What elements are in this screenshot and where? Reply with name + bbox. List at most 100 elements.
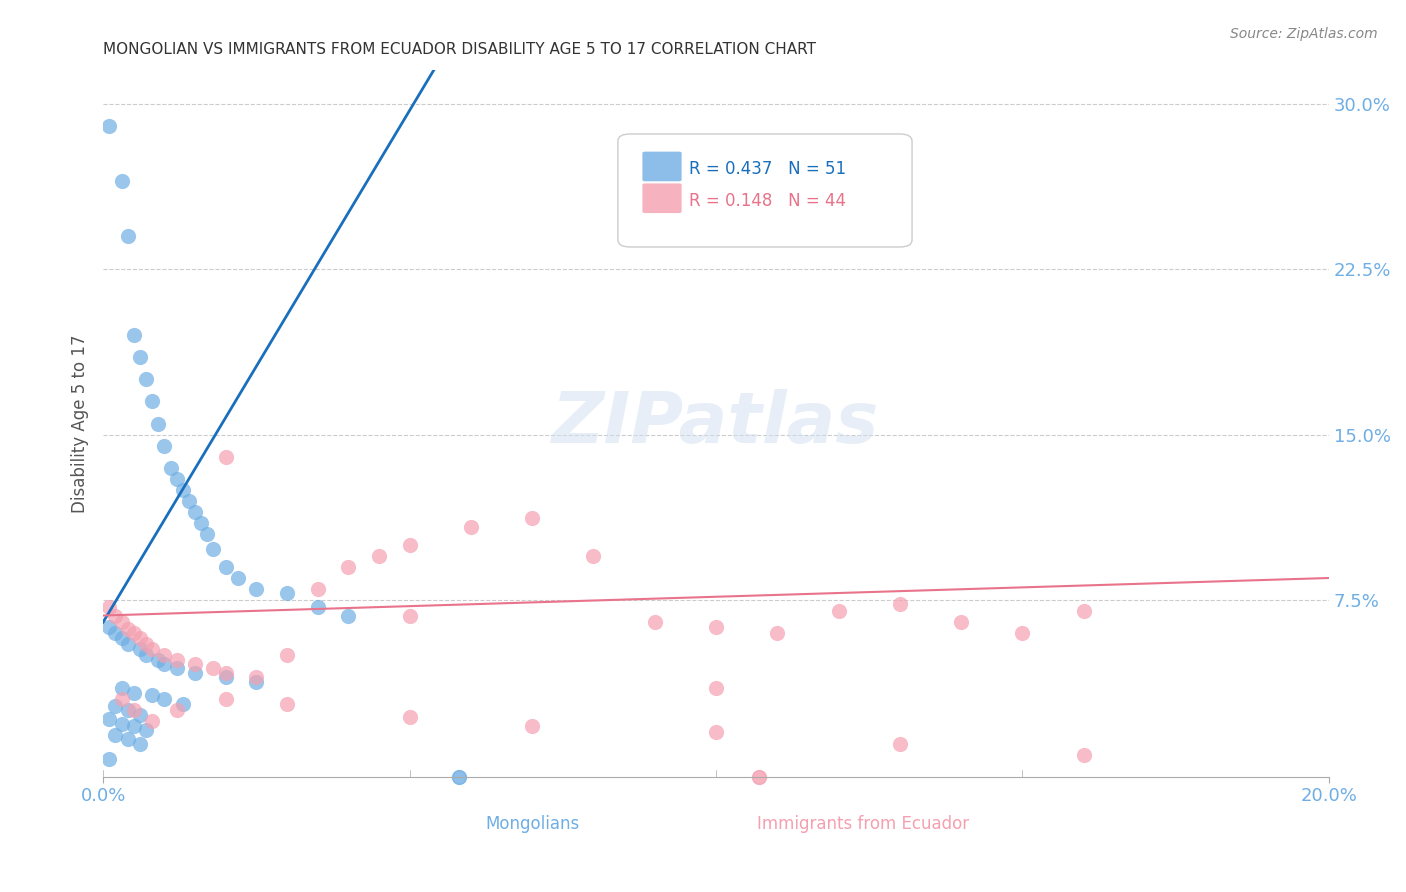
Point [582, 549, 605, 563]
Point [367, 549, 389, 563]
Point [644, 615, 666, 629]
Point [276, 697, 298, 711]
Point [215, 692, 238, 706]
Point [172, 697, 194, 711]
Point [889, 737, 911, 751]
Point [141, 714, 163, 729]
Point [166, 653, 188, 667]
Point [110, 692, 132, 706]
Point [184, 505, 207, 519]
Point [122, 626, 145, 640]
Point [141, 688, 163, 702]
Point [166, 472, 188, 486]
Point [98, 619, 121, 633]
Point [110, 681, 132, 696]
Point [166, 661, 188, 675]
Point [110, 615, 132, 629]
Point [104, 728, 127, 742]
Text: R = 0.437   N = 51: R = 0.437 N = 51 [689, 161, 846, 178]
Point [104, 626, 127, 640]
Point [766, 626, 789, 640]
Point [104, 608, 127, 623]
Point [122, 328, 145, 343]
Point [184, 657, 207, 671]
Point [129, 641, 152, 656]
Point [398, 608, 420, 623]
Point [276, 648, 298, 663]
Text: R = 0.148   N = 44: R = 0.148 N = 44 [689, 192, 846, 211]
Point [202, 661, 225, 675]
Point [98, 119, 121, 133]
Point [135, 637, 157, 651]
Point [245, 582, 267, 596]
Point [704, 725, 727, 739]
Point [827, 604, 849, 618]
Point [177, 493, 200, 508]
Point [159, 460, 181, 475]
Point [226, 571, 249, 585]
Point [889, 598, 911, 612]
Point [135, 648, 157, 663]
Point [307, 582, 329, 596]
Point [148, 653, 170, 667]
Point [98, 752, 121, 766]
Point [117, 229, 139, 244]
Point [398, 710, 420, 724]
Point [307, 599, 329, 614]
Point [215, 560, 238, 574]
Point [215, 450, 238, 464]
FancyBboxPatch shape [643, 152, 682, 181]
Point [110, 174, 132, 188]
Point [190, 516, 212, 530]
Point [520, 511, 543, 525]
Point [110, 631, 132, 645]
Point [141, 641, 163, 656]
Point [117, 732, 139, 747]
Text: MONGOLIAN VS IMMIGRANTS FROM ECUADOR DISABILITY AGE 5 TO 17 CORRELATION CHART: MONGOLIAN VS IMMIGRANTS FROM ECUADOR DIS… [103, 42, 815, 57]
Text: Mongolians: Mongolians [485, 815, 579, 833]
FancyBboxPatch shape [643, 184, 682, 213]
Text: Immigrants from Ecuador: Immigrants from Ecuador [756, 815, 969, 833]
Point [117, 703, 139, 717]
Point [135, 372, 157, 386]
Point [950, 615, 973, 629]
Point [148, 417, 170, 431]
Point [245, 674, 267, 689]
Point [117, 622, 139, 636]
Point [202, 542, 225, 557]
Point [98, 712, 121, 726]
Point [1073, 604, 1095, 618]
Point [166, 703, 188, 717]
Point [276, 586, 298, 600]
Point [141, 394, 163, 409]
Point [1073, 747, 1095, 762]
Point [153, 657, 176, 671]
Point [704, 681, 727, 696]
Point [460, 520, 482, 534]
Point [704, 619, 727, 633]
Point [135, 723, 157, 738]
Y-axis label: Disability Age 5 to 17: Disability Age 5 to 17 [72, 334, 89, 513]
Point [117, 637, 139, 651]
Point [215, 670, 238, 684]
Point [98, 599, 121, 614]
Point [122, 686, 145, 700]
Point [122, 719, 145, 733]
Point [520, 719, 543, 733]
FancyBboxPatch shape [617, 134, 912, 247]
Point [129, 737, 152, 751]
Point [172, 483, 194, 497]
Point [245, 670, 267, 684]
Text: ZIPatlas: ZIPatlas [553, 389, 880, 458]
Point [398, 538, 420, 552]
Point [153, 648, 176, 663]
Point [153, 439, 176, 453]
Point [337, 608, 360, 623]
Point [129, 351, 152, 365]
Point [153, 692, 176, 706]
Point [215, 665, 238, 680]
Text: Source: ZipAtlas.com: Source: ZipAtlas.com [1230, 27, 1378, 41]
Point [129, 631, 152, 645]
Point [122, 703, 145, 717]
Point [195, 527, 218, 541]
